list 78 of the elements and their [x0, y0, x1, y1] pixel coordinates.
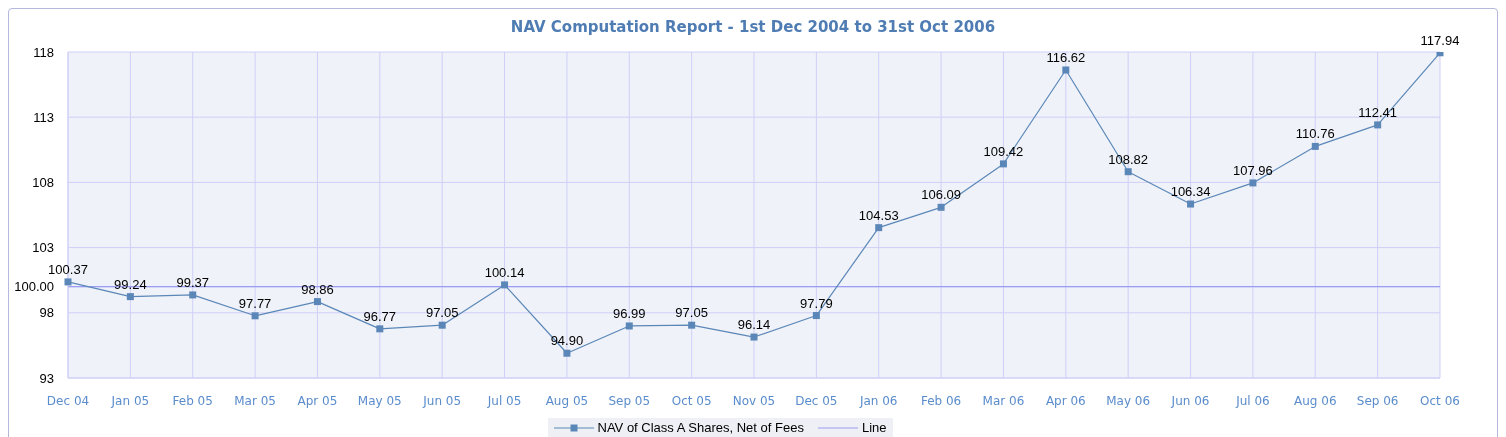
- data-label: 116.62: [1046, 50, 1086, 65]
- point: [64, 278, 72, 286]
- data-label: 99.37: [176, 274, 209, 290]
- x-tick-label: Apr 05: [297, 393, 338, 408]
- y-tick-label: 93: [39, 370, 54, 386]
- data-label: 117.94: [1420, 32, 1460, 48]
- x-tick-label: Jan 05: [110, 393, 150, 408]
- x-tick-label: Jul 06: [1235, 393, 1270, 408]
- data-label: 96.99: [613, 305, 646, 321]
- x-tick-label: Sep 06: [1356, 393, 1399, 408]
- x-tick-label: Mar 06: [982, 393, 1025, 408]
- data-label: 99.24: [114, 276, 147, 292]
- y-tick-label: 113: [33, 109, 54, 125]
- legend-label: Line: [861, 420, 887, 435]
- x-tick-label: May 05: [357, 393, 402, 408]
- point: [875, 224, 883, 232]
- point: [750, 333, 758, 341]
- y-tick-label: 103: [32, 240, 54, 256]
- point: [376, 325, 384, 333]
- x-tick-label: Feb 06: [920, 393, 962, 408]
- point: [438, 321, 446, 329]
- point: [999, 160, 1007, 168]
- data-label: 108.82: [1108, 151, 1149, 167]
- data-label: 96.77: [363, 308, 397, 324]
- data-label: 97.05: [425, 305, 459, 321]
- data-label: 106.09: [921, 187, 961, 203]
- data-label: 94.90: [550, 333, 584, 349]
- y-tick-label: 118: [33, 44, 54, 60]
- point: [251, 312, 259, 320]
- x-tick-label: Nov 05: [732, 393, 776, 408]
- x-tick-label: Jun 05: [422, 393, 462, 408]
- data-label: 97.79: [800, 295, 833, 311]
- legend-label: NAV of Class A Shares, Net of Fees: [597, 420, 804, 435]
- point: [1062, 66, 1070, 74]
- point: [1311, 142, 1319, 150]
- x-tick-label: Dec 05: [795, 393, 838, 408]
- data-label: 110.76: [1295, 126, 1335, 142]
- point: [313, 298, 321, 306]
- x-tick-label: Feb 05: [172, 393, 213, 408]
- data-label: 112.41: [1358, 104, 1398, 120]
- data-label: 98.86: [301, 281, 334, 297]
- point: [126, 293, 134, 301]
- point: [688, 321, 696, 329]
- data-label: 97.05: [675, 305, 708, 321]
- point: [189, 291, 197, 299]
- point: [625, 322, 633, 330]
- x-tick-label: Aug 05: [545, 393, 589, 408]
- y-tick-label: 98: [39, 305, 54, 321]
- y-tick-label: 100.00: [14, 279, 54, 295]
- x-tick-label: Jun 06: [1170, 393, 1210, 408]
- y-tick-label: 108: [32, 175, 54, 191]
- x-tick-label: Dec 04: [46, 393, 90, 408]
- x-tick-label: May 06: [1106, 393, 1151, 408]
- data-label: 109.42: [983, 143, 1024, 159]
- point: [812, 312, 820, 320]
- x-tick-label: Oct 06: [1420, 393, 1460, 408]
- point: [1187, 200, 1195, 208]
- point: [937, 203, 945, 211]
- data-label: 106.34: [1170, 184, 1211, 200]
- data-label: 100.14: [484, 264, 525, 280]
- data-label: 104.53: [858, 207, 899, 223]
- x-tick-label: Aug 06: [1294, 393, 1337, 408]
- data-label: 97.77: [238, 295, 272, 311]
- x-tick-label: Mar 05: [234, 393, 276, 408]
- data-label: 96.14: [737, 317, 771, 333]
- data-label: 100.37: [48, 261, 88, 277]
- point: [563, 349, 571, 357]
- x-tick-label: Jan 06: [858, 393, 898, 408]
- x-tick-label: Sep 05: [608, 393, 651, 408]
- chart-title: NAV Computation Report - 1st Dec 2004 to 31st Oct 2006: [510, 18, 996, 36]
- point: [1124, 168, 1132, 176]
- x-tick-label: Apr 06: [1045, 393, 1086, 408]
- point: [1374, 121, 1382, 129]
- point: [501, 281, 509, 289]
- x-tick-label: Oct 05: [671, 393, 712, 408]
- data-label: 107.96: [1233, 162, 1273, 178]
- point: [1249, 179, 1257, 187]
- x-tick-label: Jul 05: [486, 393, 522, 408]
